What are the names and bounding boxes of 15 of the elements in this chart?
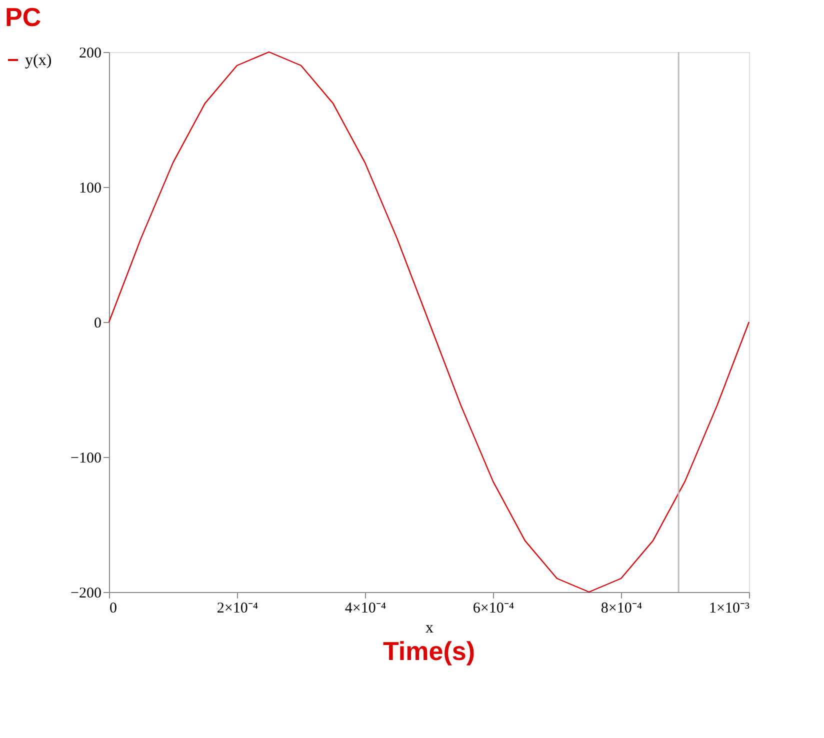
y-tick-label: −200 [70, 586, 102, 602]
y-tick-label: −100 [70, 450, 102, 466]
text: Time(s) [383, 636, 475, 666]
legend-label: y(x) [25, 52, 52, 69]
x-tick-label: 0 [110, 600, 117, 616]
x-tick-label: 6×10⁻⁴ [472, 600, 514, 616]
x-tick-label: 2×10⁻⁴ [216, 600, 258, 616]
y-tick-label: 200 [79, 46, 102, 62]
x-tick-label: 4×10⁻⁴ [344, 600, 386, 616]
x-axis-title: x [426, 620, 434, 636]
x-tick-label: 1×10⁻³ [709, 600, 750, 616]
x-tick-label: 8×10⁻⁴ [600, 600, 642, 616]
y-tick-label: 100 [79, 180, 102, 196]
y-tick-label: 0 [94, 316, 102, 332]
chart-title: PC [5, 2, 42, 32]
